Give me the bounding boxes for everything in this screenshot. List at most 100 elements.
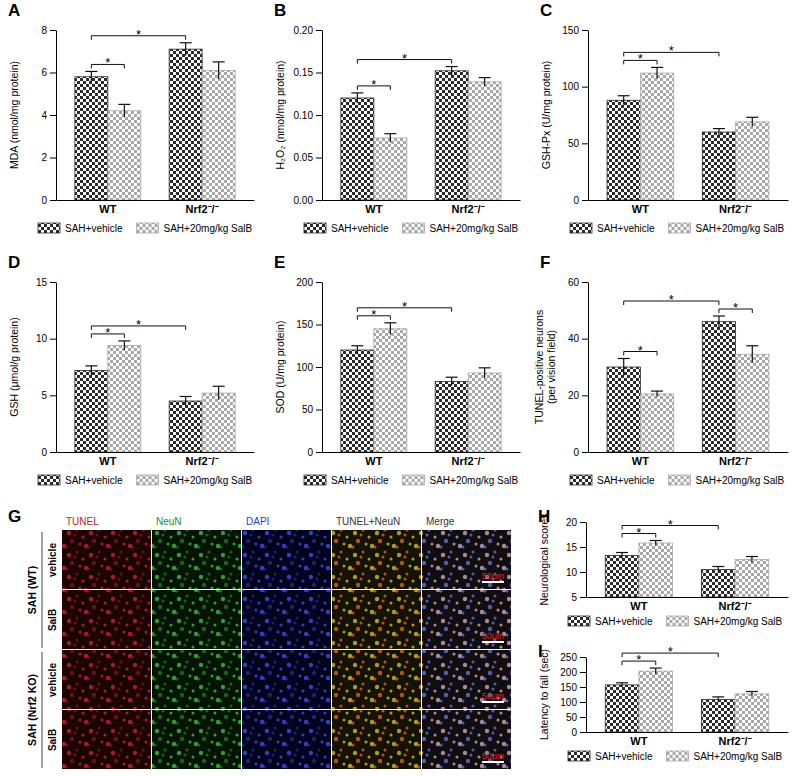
y-tick-label: 40 (568, 333, 580, 344)
significance-label: * (402, 299, 407, 314)
figure: A02468WTNrf2⁻/⁻MDA (nmol/mg protein)**SA… (0, 0, 800, 776)
error-bar-cap (180, 42, 192, 43)
y-tick: 4 (41, 110, 56, 121)
y-tick-label: 0 (307, 447, 313, 458)
y-tick-label: 20 (568, 390, 580, 401)
y-tick: 150 (560, 682, 586, 693)
legend-label: SAH+vehicle (65, 475, 123, 486)
bar (468, 373, 501, 452)
significance-label: * (105, 55, 110, 70)
significance-label: * (668, 644, 673, 659)
bar (701, 700, 735, 732)
bar (169, 49, 202, 200)
y-tick-mark (50, 395, 56, 396)
significance: * (91, 27, 185, 42)
y-tick: 10 (36, 333, 56, 344)
group-label: SAH (Nrf2 KO) (26, 674, 38, 746)
column-header: TUNEL+NeuN (336, 516, 400, 527)
error-bar-cap (746, 556, 758, 557)
micrograph (62, 650, 151, 709)
micrograph (152, 710, 241, 769)
legend-item: SAH+vehicle (570, 475, 655, 486)
significance-label: * (638, 51, 643, 66)
x-axis: WTNrf2⁻/⁻ (323, 200, 521, 215)
y-tick-label: 4 (41, 110, 47, 121)
y-tick: 6 (41, 67, 56, 78)
legend-item: SAH+vehicle (568, 751, 653, 762)
bar (735, 560, 769, 598)
micrograph (152, 650, 241, 709)
micrograph (242, 650, 331, 709)
micrograph (422, 530, 511, 589)
error-bar (118, 104, 130, 117)
plot: 050100150WTNrf2⁻/⁻GSH-Px (U/mg protein)*… (540, 25, 789, 215)
y-tick-mark (50, 282, 56, 283)
row-label: vehicle (47, 543, 58, 577)
plot: 5101520WTNrf2⁻/⁻Neurological scores** (538, 513, 789, 611)
legend-label: SAH+vehicle (597, 223, 655, 234)
y-tick: 0 (573, 195, 588, 206)
error-bar-stem (623, 96, 624, 105)
significance-label: * (136, 317, 141, 332)
y-tick-mark (50, 115, 56, 116)
column-header: DAPI (246, 516, 269, 527)
scale-bar (482, 641, 504, 643)
x-tick: Nrf2⁻/⁻ (719, 597, 752, 612)
bar (607, 367, 640, 452)
y-tick: 10 (566, 567, 586, 578)
y-tick-mark (582, 30, 588, 31)
y-tick-mark (582, 282, 588, 283)
x-axis: WTNrf2⁻/⁻ (587, 597, 789, 612)
y-tick-label: 6 (41, 67, 47, 78)
micrograph (242, 530, 331, 589)
error-bar-cap (118, 340, 130, 341)
y-tick-label: 20 (566, 517, 578, 528)
error-bar-stem (751, 557, 752, 563)
bar (374, 138, 407, 200)
micrograph (422, 590, 511, 649)
significance-label: * (105, 325, 110, 340)
y-tick: 0 (307, 447, 322, 458)
error-bar-stem (718, 316, 719, 327)
y-tick: 0.20 (294, 25, 322, 36)
group-label: SAH (WT) (26, 566, 38, 614)
y-tick-label: 150 (562, 25, 579, 36)
legend-label: SAH+20mg/kg SalB (694, 751, 783, 762)
x-axis: WTNrf2⁻/⁻ (57, 200, 255, 215)
legend-label: SAH+20mg/kg SalB (696, 223, 785, 234)
x-axis: WTNrf2⁻/⁻ (587, 732, 789, 747)
error-bar-stem (218, 62, 219, 79)
x-tick-label: Nrf2⁻/⁻ (452, 455, 485, 467)
y-tick-label: 5 (41, 390, 47, 401)
error-bar-stem (124, 341, 125, 350)
y-axis-line (322, 31, 323, 201)
y-tick: 200 (560, 667, 586, 678)
error-bar-stem (718, 697, 719, 702)
y-tick: 150 (562, 25, 588, 36)
bars (341, 323, 501, 452)
y-tick: 15 (566, 542, 586, 553)
micrograph (152, 590, 241, 649)
y-tick-mark (580, 732, 586, 733)
legend-label: SAH+vehicle (597, 475, 655, 486)
bar (169, 401, 202, 452)
legend-item: SAH+20mg/kg SalB (669, 475, 785, 486)
bar (374, 329, 407, 452)
x-tick: WT (630, 732, 647, 747)
error-bar (384, 134, 396, 143)
error-bar-cap (616, 552, 628, 553)
legend-label: SAH+vehicle (331, 475, 389, 486)
error-bar (384, 323, 396, 335)
chart-panel: B0.000.050.100.150.20WTNrf2⁻/⁻H₂O₂ (nmol… (274, 1, 521, 234)
bar (605, 556, 639, 598)
y-tick: 250 (560, 652, 586, 663)
error-bar (85, 366, 97, 375)
error-bar (351, 93, 363, 103)
legend-item: SAH+20mg/kg SalB (137, 223, 253, 234)
y-tick: 0 (571, 727, 586, 738)
error-bar (713, 129, 725, 136)
error-bar-cap (746, 691, 758, 692)
chart-panel: H5101520WTNrf2⁻/⁻Neurological scores**SA… (538, 507, 789, 627)
y-tick: 0 (41, 195, 56, 206)
y-tick-label: 0.00 (294, 195, 314, 206)
